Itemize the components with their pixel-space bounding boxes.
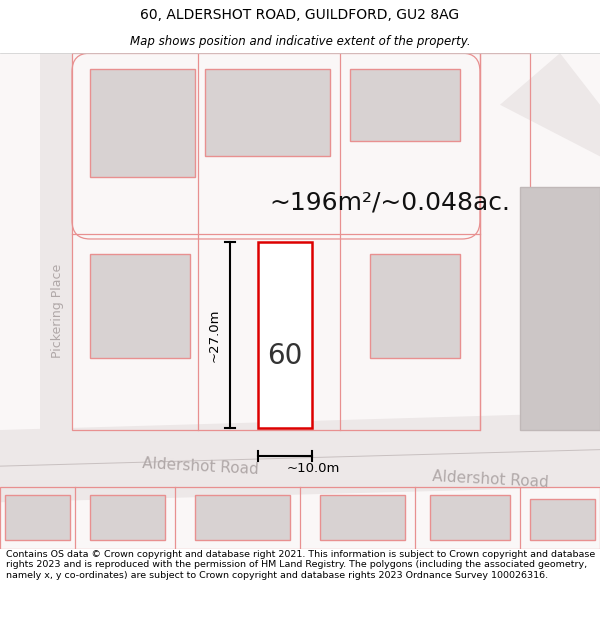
Polygon shape (0, 412, 600, 502)
Text: ~27.0m: ~27.0m (208, 308, 221, 362)
Bar (90, 69, 195, 177)
Bar (90, 495, 165, 541)
Text: 60, ALDERSHOT ROAD, GUILDFORD, GU2 8AG: 60, ALDERSHOT ROAD, GUILDFORD, GU2 8AG (140, 8, 460, 22)
Bar (430, 495, 510, 541)
Text: Aldershot Road: Aldershot Road (431, 469, 548, 490)
Bar (205, 69, 330, 156)
Bar (195, 495, 290, 541)
Bar (530, 499, 595, 541)
Text: ~196m²/~0.048ac.: ~196m²/~0.048ac. (269, 191, 511, 215)
Text: Aldershot Road: Aldershot Road (142, 456, 259, 477)
Polygon shape (40, 53, 72, 435)
Bar (258, 242, 312, 428)
Text: ~10.0m: ~10.0m (286, 462, 340, 475)
Bar (72, 53, 480, 430)
Bar (90, 254, 190, 357)
Bar (350, 69, 460, 141)
Text: 60: 60 (268, 342, 302, 369)
Bar (370, 254, 460, 357)
Polygon shape (500, 53, 600, 156)
Bar (0, 487, 600, 549)
Text: Contains OS data © Crown copyright and database right 2021. This information is : Contains OS data © Crown copyright and d… (6, 550, 595, 580)
Bar (5, 495, 70, 541)
Text: Map shows position and indicative extent of the property.: Map shows position and indicative extent… (130, 35, 470, 48)
Bar (320, 495, 405, 541)
Text: Pickering Place: Pickering Place (52, 264, 65, 358)
Bar (520, 188, 600, 430)
